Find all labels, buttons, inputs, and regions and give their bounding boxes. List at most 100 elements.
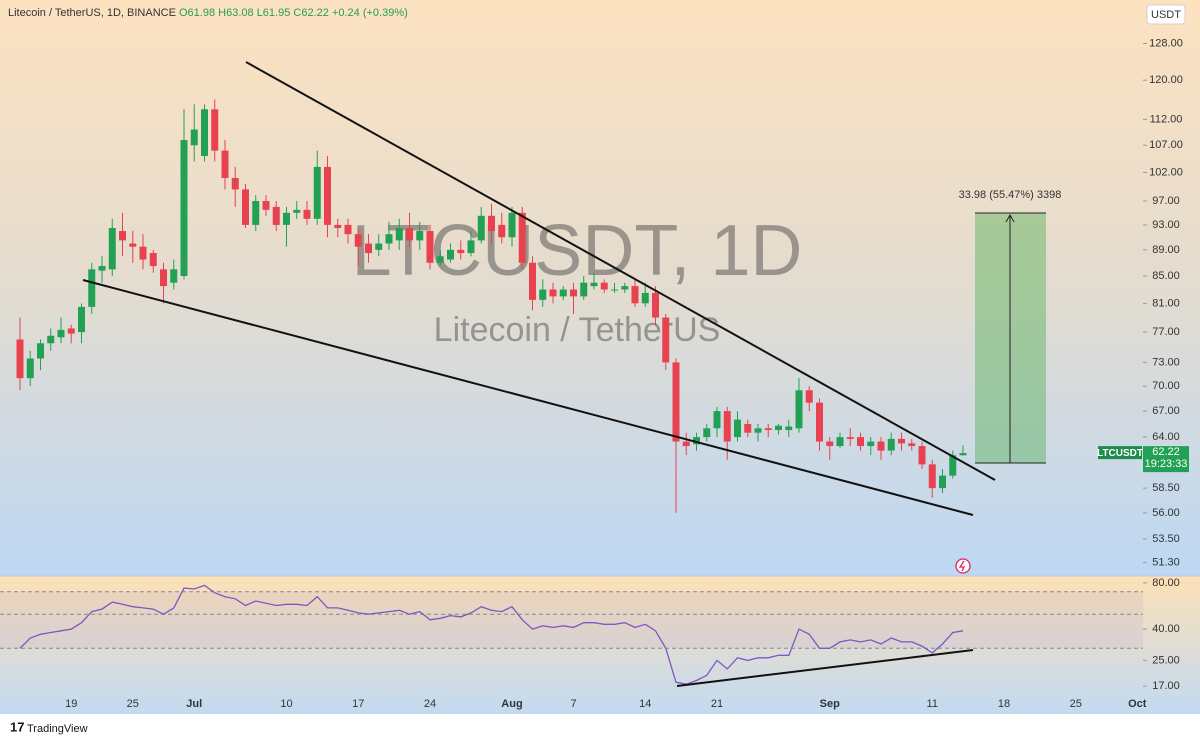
- y-tick-label: 81.00: [1152, 297, 1180, 309]
- y-tick-label: 102.00: [1149, 166, 1183, 178]
- y-tick-label: 97.00: [1152, 195, 1180, 207]
- candle-body: [816, 402, 823, 442]
- candle-body: [406, 227, 413, 241]
- candle-body: [149, 253, 157, 267]
- candle-body: [37, 343, 44, 359]
- candle-body: [600, 282, 608, 290]
- y-tick-label: 107.00: [1149, 139, 1183, 151]
- y-tick-label: 77.00: [1152, 326, 1180, 338]
- footer: [0, 714, 1200, 742]
- candle-body: [467, 240, 475, 254]
- x-tick-label: 11: [927, 698, 938, 710]
- candle-body: [180, 140, 188, 276]
- candle-body: [170, 269, 178, 283]
- y-tick-label: 93.00: [1152, 219, 1180, 231]
- legend-change: +0.24 (+0.39%): [332, 7, 408, 19]
- currency-button[interactable]: [1146, 4, 1186, 25]
- candle-body: [488, 215, 495, 232]
- candle-body: [375, 243, 383, 250]
- candle-body: [57, 329, 65, 338]
- candle-body: [713, 411, 721, 429]
- candle-body: [836, 437, 844, 447]
- rsi-band: [0, 591, 1143, 649]
- candle-body: [734, 419, 741, 438]
- y-tick-label: 128.00: [1149, 37, 1183, 49]
- candle-body: [590, 282, 598, 287]
- candle-body: [365, 243, 372, 254]
- candle-body: [580, 282, 588, 297]
- rsi-line: [19, 584, 964, 685]
- candle-body: [119, 231, 126, 241]
- candle-body: [334, 224, 342, 228]
- watermark: LTCUSDT, 1D Litecoin / TetherUS: [352, 211, 803, 349]
- candle-body: [611, 289, 618, 291]
- candle-body: [98, 266, 106, 271]
- candle-body: [416, 231, 424, 241]
- measure-label: 33.98 (55.47%) 3398: [959, 189, 1062, 201]
- candle-body: [703, 428, 711, 438]
- candle-body: [846, 437, 854, 439]
- price-tag-price: 62.22: [1152, 446, 1180, 458]
- candle-body: [539, 289, 547, 300]
- candle-body: [652, 292, 659, 318]
- candle-body: [918, 446, 926, 465]
- y-tick-label: 120.00: [1149, 74, 1183, 86]
- y-tick-label: 89.00: [1152, 244, 1180, 256]
- candle-body: [201, 109, 208, 156]
- candle-body: [108, 227, 116, 270]
- candle-body: [88, 269, 96, 307]
- trendline-lower: [82, 279, 974, 516]
- x-tick-label: 19: [65, 698, 77, 710]
- y-tick-label: 67.00: [1152, 405, 1180, 417]
- candle-body: [949, 455, 957, 476]
- x-tick-label: 10: [280, 698, 292, 710]
- candle-body: [621, 286, 629, 290]
- legend: Litecoin / TetherUS, 1D, BINANCE O61.98 …: [8, 7, 408, 19]
- candle-body: [272, 206, 280, 225]
- candle-body: [631, 286, 639, 304]
- candle-body: [754, 428, 762, 433]
- x-tick-label: 24: [424, 698, 436, 710]
- legend-high: H63.08: [218, 7, 253, 19]
- x-tick-label: 25: [1070, 698, 1082, 710]
- candle-body: [344, 224, 352, 235]
- price-tag-countdown: 19:23:33: [1145, 458, 1188, 470]
- candle-body: [662, 317, 670, 363]
- x-tick-label: 7: [570, 698, 576, 710]
- candle-body: [857, 437, 864, 447]
- candle-body: [67, 328, 75, 334]
- candle-body: [190, 129, 198, 146]
- rsi-y-tick-label: 17.00: [1152, 680, 1180, 692]
- y-tick-label: 85.00: [1152, 270, 1180, 282]
- candle-body: [682, 441, 690, 447]
- candle-body: [447, 249, 454, 260]
- candle-body: [129, 243, 137, 247]
- candle-body: [959, 453, 967, 456]
- brand-logo: 17: [10, 719, 24, 734]
- rsi-pane: [0, 576, 1200, 714]
- candle-body: [867, 441, 875, 447]
- y-tick-label: 56.00: [1152, 507, 1180, 519]
- y-tick-label: 112.00: [1150, 113, 1183, 125]
- candle-body: [160, 269, 167, 287]
- measure-arrowhead: [1005, 213, 1015, 223]
- candle-body: [498, 224, 506, 238]
- event-icon-bolt: [958, 560, 966, 572]
- candle-body: [887, 438, 895, 451]
- candle-body: [570, 289, 577, 297]
- x-tick-label: 17: [352, 698, 364, 710]
- candle-body: [16, 339, 24, 379]
- candle-body: [744, 423, 752, 433]
- candle-body: [395, 227, 403, 241]
- candle-body: [529, 262, 536, 300]
- candle-body: [252, 200, 260, 225]
- x-tick-label: Jul: [186, 698, 202, 710]
- candle-body: [211, 109, 219, 151]
- candle-body: [426, 231, 434, 263]
- trendline-upper: [245, 61, 996, 481]
- event-icon[interactable]: [955, 558, 971, 574]
- price-tag-box: [1143, 446, 1189, 473]
- candle-body: [928, 464, 936, 489]
- candle-body: [324, 166, 331, 225]
